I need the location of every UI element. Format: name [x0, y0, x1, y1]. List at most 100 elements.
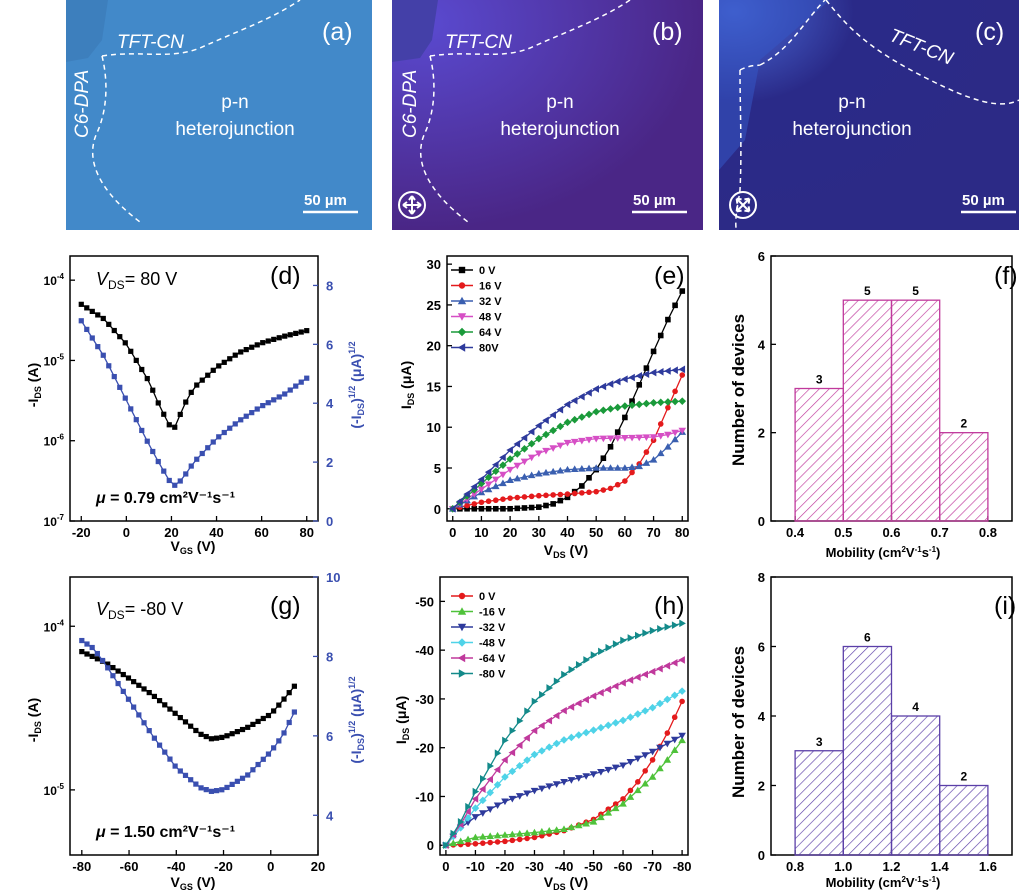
data-point	[281, 696, 287, 702]
data-point	[260, 340, 266, 346]
data-point	[635, 462, 644, 470]
data-point	[539, 690, 546, 699]
legend-entry: 64 V	[479, 327, 502, 339]
y2-tick-label: 4	[326, 808, 334, 823]
data-point	[649, 757, 656, 763]
data-point	[463, 490, 470, 498]
series--64V	[442, 656, 685, 850]
data-point	[177, 768, 183, 774]
data-point	[139, 427, 145, 434]
data-point	[120, 671, 126, 678]
data-point	[571, 490, 578, 497]
data-point	[648, 773, 657, 780]
data-point	[141, 720, 147, 726]
histogram-bar	[794, 750, 844, 856]
data-point	[570, 415, 579, 424]
panel-label-a: (a)	[322, 18, 353, 46]
data-point	[563, 418, 572, 427]
data-point	[634, 710, 642, 718]
data-point	[614, 429, 621, 435]
data-point	[146, 728, 152, 734]
x-tick-label: 1.6	[979, 859, 997, 874]
data-point	[501, 831, 509, 838]
data-point	[484, 473, 493, 482]
data-point	[193, 727, 199, 734]
data-point	[550, 501, 556, 507]
data-point	[188, 723, 194, 729]
data-point	[507, 495, 513, 501]
data-point	[626, 676, 634, 684]
data-point	[607, 485, 614, 492]
y-tick-exponent: -7	[57, 513, 65, 522]
data-point	[641, 779, 649, 787]
data-point	[671, 621, 679, 629]
data-point	[553, 677, 561, 686]
data-point	[663, 756, 672, 763]
x-tick-label: 60	[618, 525, 632, 540]
data-point	[141, 686, 147, 692]
data-point	[117, 334, 123, 340]
panel-g: (g) VDS= -80 V μ = 1.50 cm²V⁻¹s⁻¹ VGS (V…	[25, 592, 366, 891]
boundary-line	[429, 0, 631, 57]
y-tick-exponent: -4	[57, 272, 65, 281]
data-point	[479, 810, 487, 817]
data-point	[567, 823, 576, 831]
data-point	[521, 505, 528, 511]
data-point	[485, 498, 492, 505]
data-point	[515, 793, 524, 800]
data-point	[89, 308, 95, 314]
data-point	[530, 828, 539, 836]
y-tick-label: 10-4	[44, 618, 65, 634]
data-point	[210, 439, 216, 445]
data-point	[464, 835, 472, 843]
data-point	[84, 651, 90, 657]
data-point	[100, 352, 106, 358]
bar-count-label: 2	[960, 770, 967, 784]
y-tick-label: -50	[415, 594, 434, 609]
data-point	[136, 682, 142, 688]
data-point	[177, 478, 183, 484]
data-point	[612, 640, 620, 648]
y-tick-label: 4	[758, 709, 766, 724]
data-point	[276, 394, 282, 400]
y-tick-label: -30	[415, 692, 434, 707]
boundary-line	[759, 0, 826, 66]
data-point	[524, 835, 530, 842]
data-point	[500, 505, 506, 512]
data-point	[597, 769, 605, 776]
y-tick-label: 6	[758, 640, 765, 655]
data-point	[471, 833, 480, 841]
y2-tick-label: 0	[326, 514, 333, 529]
data-point	[663, 661, 671, 670]
data-point	[465, 802, 472, 811]
data-point	[585, 436, 593, 444]
data-point	[457, 653, 466, 663]
data-point	[265, 400, 271, 406]
data-point	[480, 774, 487, 783]
data-point	[663, 695, 672, 704]
data-point	[117, 384, 123, 390]
data-point	[626, 793, 635, 800]
data-point	[527, 454, 536, 462]
data-point	[471, 501, 478, 507]
data-point	[574, 731, 583, 739]
legend-entry: -32 V	[479, 622, 506, 634]
boundary-line	[739, 64, 761, 71]
data-point	[650, 348, 657, 355]
bright-region	[719, 0, 830, 170]
legend-entry: 0 V	[479, 591, 496, 603]
series--48V	[442, 687, 686, 850]
x-tick-label: -20	[214, 859, 233, 874]
data-point	[514, 505, 521, 512]
x-tick-label: -30	[525, 859, 544, 874]
data-point	[457, 296, 467, 305]
data-point	[545, 783, 554, 791]
data-point	[238, 349, 244, 355]
data-point	[535, 450, 543, 458]
data-point	[627, 787, 634, 794]
data-point	[649, 434, 658, 441]
data-point	[224, 733, 230, 739]
series-line	[445, 701, 683, 846]
data-point	[260, 715, 266, 722]
data-point	[271, 745, 277, 751]
